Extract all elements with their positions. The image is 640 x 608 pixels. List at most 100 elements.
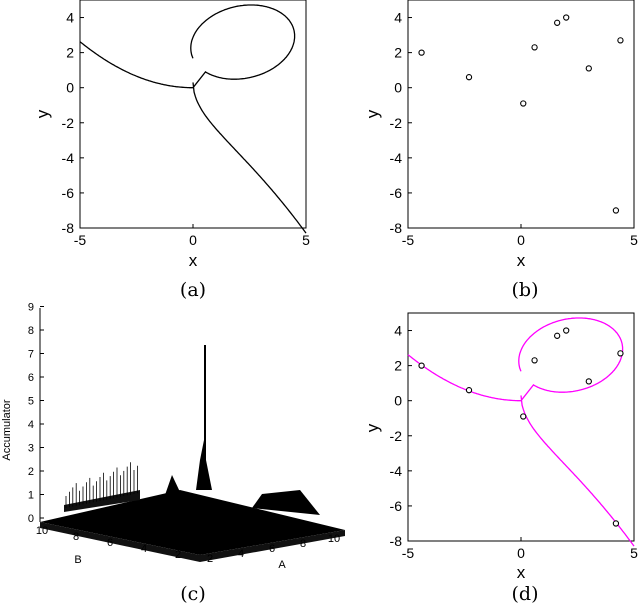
b-tick-label: 4 (141, 543, 147, 555)
b-axis-label: B (74, 554, 81, 566)
z-tick-label: 1 (28, 490, 34, 502)
x-ticks: -5 0 5 (402, 224, 638, 248)
caption-b: (b) (512, 279, 539, 301)
x-axis-label: x (189, 251, 198, 270)
a-tick-label: 4 (238, 548, 244, 560)
a-tick-label: 2 (207, 553, 213, 565)
data-point (465, 74, 473, 81)
y-tick-label: 2 (394, 358, 402, 374)
data-point (520, 413, 527, 420)
data-point (563, 327, 570, 334)
x-tick-label: 0 (517, 545, 525, 561)
y-tick-label: 0 (394, 80, 402, 96)
data-point (465, 387, 473, 394)
y-tick-label: -6 (390, 498, 403, 514)
x-ticks: -5 0 5 (74, 224, 310, 248)
scatter-points (418, 14, 624, 214)
y-axis-label: y (33, 109, 52, 118)
data-point (612, 207, 620, 214)
z-tick-label: 8 (28, 325, 34, 337)
x-axis-label: x (517, 563, 526, 582)
z-tick-label: 6 (28, 372, 34, 384)
z-tick-label: 5 (28, 396, 34, 408)
x-ticks: -5 0 5 (402, 537, 638, 561)
back-wall (64, 490, 140, 512)
panel-b: -5 0 5 4 2 0 -2 -4 -6 -8 x y (b) (363, 0, 638, 301)
data-point (520, 100, 527, 107)
y-tick-label: 4 (66, 10, 74, 26)
y-ticks: 4 2 0 -2 -4 -6 -8 (62, 10, 84, 236)
data-point (418, 362, 425, 369)
plot-frame (79, 0, 307, 229)
z-ticks: 0 1 2 3 4 5 6 7 8 9 (28, 302, 44, 525)
y-tick-label: -4 (390, 150, 403, 166)
x-tick-label: 5 (630, 232, 638, 248)
panel-a: -5 0 5 4 2 0 -2 -4 -6 -8 x y (a) (33, 0, 310, 301)
y-tick-label: 0 (66, 80, 74, 96)
b-tick-label: 2 (175, 549, 181, 561)
y-tick-label: 2 (66, 45, 74, 61)
z-tick-label: 0 (28, 513, 34, 525)
data-point (554, 332, 561, 339)
y-tick-label: 2 (394, 45, 402, 61)
histogram-spikes (65, 462, 138, 508)
data-point (585, 378, 592, 385)
caption-d: (d) (512, 583, 539, 605)
y-ticks: 4 2 0 -2 -4 -6 -8 (390, 10, 412, 236)
x-tick-label: 0 (189, 232, 197, 248)
y-axis-label: y (363, 423, 382, 432)
data-point (531, 357, 538, 364)
x-tick-label: 5 (630, 545, 638, 561)
y-tick-label: -6 (390, 185, 403, 201)
data-point (563, 14, 570, 21)
base-edge-right (200, 530, 345, 562)
scatter-points (418, 327, 624, 527)
y-axis-label: y (363, 109, 382, 118)
x-axis-label: x (517, 251, 526, 270)
y-tick-label: 0 (394, 393, 402, 409)
z-tick-label: 2 (28, 466, 34, 478)
y-tick-label: -2 (62, 115, 75, 131)
x-tick-label: -5 (74, 232, 87, 248)
b-ticks: 10 8 6 4 2 (36, 525, 181, 561)
caption-c: (c) (180, 583, 205, 605)
y-tick-label: -8 (390, 220, 403, 236)
y-tick-label: -4 (390, 463, 403, 479)
plot-frame (407, 312, 635, 542)
a-ticks: 2 4 6 8 10 (207, 533, 340, 565)
curve (79, 4, 307, 234)
b-tick-label: 6 (107, 537, 113, 549)
z-tick-label: 7 (28, 349, 34, 361)
y-tick-label: -2 (390, 428, 403, 444)
y-tick-label: -2 (390, 115, 403, 131)
plot-frame (407, 0, 635, 229)
y-tick-label: 4 (394, 323, 402, 339)
y-tick-label: -6 (62, 185, 75, 201)
data-point (585, 65, 592, 72)
curve (407, 317, 635, 547)
data-point (418, 49, 425, 56)
data-point (617, 37, 624, 44)
z-tick-label: 4 (28, 419, 34, 431)
z-axis-label: Accumulator (1, 399, 13, 460)
z-tick-label: 9 (28, 302, 34, 314)
y-tick-label: -8 (390, 533, 403, 549)
panel-d: -5 0 5 4 2 0 -2 -4 -6 -8 x y (d) (363, 312, 638, 605)
x-tick-label: -5 (402, 545, 415, 561)
x-tick-label: 5 (302, 232, 310, 248)
z-tick-label: 3 (28, 443, 34, 455)
a-tick-label: 10 (328, 533, 340, 545)
a-tick-label: 6 (269, 543, 275, 555)
ridge-left (165, 475, 180, 495)
data-point (612, 520, 620, 527)
x-tick-label: -5 (402, 232, 415, 248)
caption-a: (a) (180, 279, 206, 301)
base-plane (40, 490, 345, 555)
y-tick-label: 4 (394, 10, 402, 26)
panel-c: 0 1 2 3 4 5 6 7 8 9 Accumulator 2 4 6 8 10 10 8 6 4 2 A B… (1, 302, 345, 605)
y-ticks: 4 2 0 -2 -4 -6 -8 (390, 323, 412, 549)
a-axis-label: A (278, 559, 286, 571)
a-tick-label: 8 (300, 538, 306, 550)
y-tick-label: -4 (62, 150, 75, 166)
